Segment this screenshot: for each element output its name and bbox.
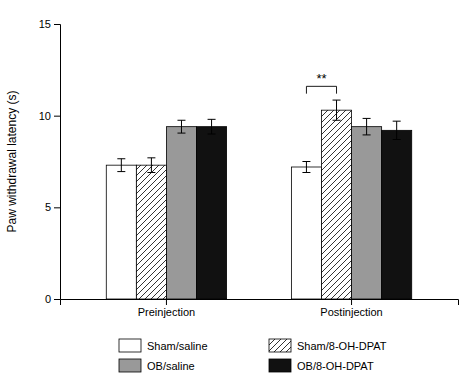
tick: 10 [39, 110, 60, 122]
chart: 0 5 10 15 Preinjection Postinjection ** Paw wit… [0, 0, 474, 387]
error-cap [393, 121, 401, 122]
legend-item: OB/saline [119, 359, 195, 372]
tick: 0 [45, 293, 60, 305]
tick: Postinjection [320, 299, 382, 318]
series [136, 100, 351, 299]
error-cap [208, 119, 216, 120]
tick-mark [54, 116, 60, 117]
bar [166, 127, 196, 299]
error-cap [147, 172, 155, 173]
bar [352, 127, 382, 299]
tick-label: 5 [45, 201, 51, 213]
error-cap [147, 157, 155, 158]
series [166, 118, 381, 299]
error-cap [333, 100, 341, 101]
axis-line [54, 25, 61, 300]
error-cap [117, 171, 125, 172]
legend-swatch [119, 359, 141, 372]
legend-item: Sham/8-OH-DPAT [269, 339, 387, 352]
marks [106, 86, 411, 299]
tick: 5 [45, 201, 60, 213]
significance-bracket [306, 86, 336, 93]
error-cap [208, 134, 216, 135]
bar [106, 165, 136, 299]
legend-label: Sham/8-OH-DPAT [297, 340, 387, 352]
tick-mark [54, 207, 60, 208]
error-cap [363, 118, 371, 119]
legend-swatch [119, 339, 141, 352]
error-bar [363, 118, 371, 134]
error-line [151, 158, 152, 173]
tick-label: 15 [39, 18, 51, 30]
legend-label: Sham/saline [147, 340, 208, 352]
error-cap [177, 120, 185, 121]
error-line [121, 159, 122, 172]
annotation: ** [316, 71, 326, 86]
tick-mark [166, 299, 167, 305]
tick: 15 [39, 18, 60, 30]
tick-mark [54, 299, 60, 300]
legend-swatch [269, 339, 291, 352]
plot-area: 0 5 10 15 Preinjection Postinjection ** [39, 18, 459, 318]
legend-item: Sham/saline [119, 339, 208, 352]
error-cap [302, 161, 310, 162]
legend-swatch [269, 359, 291, 372]
error-line [211, 119, 212, 134]
legend-item: OB/8-OH-DPAT [269, 359, 374, 372]
axis-line [61, 300, 459, 306]
bar [136, 165, 166, 299]
error-line [396, 121, 397, 139]
error-bar [177, 120, 185, 133]
legend-label: OB/saline [147, 360, 195, 372]
tick: Preinjection [138, 299, 195, 318]
error-cap [363, 134, 371, 135]
y-axis: 0 5 10 15 [39, 18, 61, 305]
error-cap [393, 139, 401, 140]
error-bar [393, 121, 401, 139]
tick-label: 10 [39, 110, 51, 122]
error-bar [302, 162, 310, 173]
x-axis: Preinjection Postinjection [61, 299, 459, 318]
bar [197, 127, 227, 299]
bar [382, 130, 412, 299]
error-cap [177, 133, 185, 134]
bar [321, 110, 351, 299]
tick-label: Preinjection [138, 306, 195, 318]
tick-label: 0 [45, 293, 51, 305]
error-bar [333, 100, 341, 120]
y-axis-title: Paw withdrawal latency (s) [5, 90, 19, 232]
bar [291, 167, 321, 299]
error-bar [117, 159, 125, 172]
error-line [181, 120, 182, 133]
error-cap [302, 172, 310, 173]
legend-label: OB/8-OH-DPAT [297, 360, 374, 372]
error-bar [147, 158, 155, 173]
tick-mark [54, 24, 60, 25]
legend: Sham/saline Sham/8-OH-DPAT OB/saline OB/8-O… [119, 339, 387, 372]
error-cap [333, 120, 341, 121]
error-line [306, 162, 307, 173]
error-line [336, 100, 337, 120]
error-line [366, 118, 367, 134]
tick-label: Postinjection [320, 306, 382, 318]
error-bar [208, 119, 216, 134]
error-cap [117, 158, 125, 159]
tick-mark [351, 299, 352, 305]
series [197, 119, 412, 299]
